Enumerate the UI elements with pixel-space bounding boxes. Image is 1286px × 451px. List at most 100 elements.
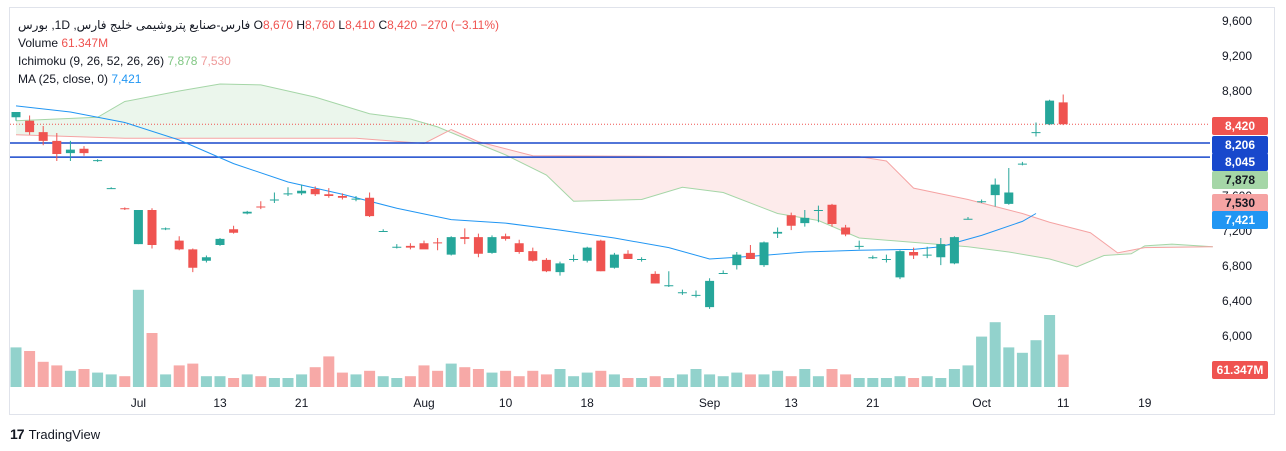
candle-body-44 (609, 254, 619, 268)
close-value: 8,420 (387, 18, 418, 32)
volume-bar-20 (282, 378, 294, 387)
time-tick-label: 13 (213, 396, 227, 410)
candle-body-37 (514, 243, 524, 252)
volume-bar-11 (160, 374, 172, 387)
candle-body-29 (405, 245, 415, 248)
volume-bar-51 (704, 374, 716, 387)
volume-bar-15 (214, 376, 226, 387)
candle-body-17 (242, 211, 252, 214)
volume-bar-48 (663, 378, 675, 387)
candle-body-46 (637, 259, 647, 260)
time-tick-label: 19 (1138, 396, 1152, 410)
candle-body-1 (25, 120, 35, 133)
candle-body-26 (365, 197, 375, 217)
volume-bar-33 (459, 367, 471, 387)
candle-body-48 (664, 285, 674, 287)
volume-bar-39 (540, 374, 552, 387)
ichimoku-value-1: 7,878 (167, 54, 198, 68)
candle-body-47 (650, 273, 660, 284)
candle-body-56 (773, 231, 783, 234)
candle-body-63 (868, 257, 878, 259)
volume-bar-75 (1030, 340, 1042, 387)
volume-bar-62 (853, 378, 865, 387)
price-tick-label: 6,000 (1222, 329, 1253, 343)
volume-bar-24 (336, 372, 348, 387)
volume-bar-31 (432, 370, 444, 387)
volume-bar-27 (377, 376, 389, 387)
symbol-title[interactable]: فارس-صنایع پتروشیمی خلیج فارس, 1D, بورس (18, 18, 251, 32)
low-label: L (338, 18, 346, 32)
last-price-badge: 8,420 (1212, 117, 1268, 135)
candle-body-58 (800, 217, 810, 224)
ichimoku-cloud-1 (451, 129, 1138, 267)
volume-label: Volume (18, 36, 59, 50)
ma-badge: 7,421 (1212, 211, 1268, 229)
time-tick-label: 18 (580, 396, 594, 410)
volume-bar-16 (228, 378, 240, 387)
tradingview-brand[interactable]: 17 TradingView (10, 426, 100, 442)
candle-body-20 (283, 193, 293, 195)
volume-bar-67 (921, 376, 933, 387)
time-tick-label: Aug (413, 396, 435, 410)
close-label: C (378, 18, 388, 32)
candle-body-23 (324, 194, 334, 196)
volume-bar-66 (908, 378, 920, 387)
time-tick-label: 11 (1056, 396, 1070, 410)
legend-volume-row[interactable]: Volume 61.347M (18, 34, 499, 52)
legend-ma-row[interactable]: MA (25, close, 0) 7,421 (18, 70, 499, 88)
time-tick-label: 13 (784, 396, 798, 410)
candle-body-36 (501, 236, 511, 239)
candle-body-7 (106, 188, 116, 190)
volume-bar-49 (676, 374, 688, 387)
candle-body-0 (11, 112, 21, 118)
candle-body-3 (52, 140, 62, 154)
volume-bar-56 (772, 370, 784, 387)
time-tick-label: Oct (972, 396, 991, 410)
time-tick-label: 10 (498, 396, 513, 410)
candle-body-24 (337, 196, 347, 198)
candle-body-54 (745, 252, 755, 259)
volume-bar-64 (880, 378, 892, 387)
volume-bar-70 (962, 365, 974, 387)
candle-body-31 (433, 242, 443, 244)
legend-ichimoku-row[interactable]: Ichimoku (9, 26, 52, 26, 26) 7,878 7,530 (18, 52, 499, 70)
volume-bar-65 (894, 376, 906, 387)
volume-bar-38 (527, 370, 539, 387)
volume-bar-6 (92, 372, 104, 387)
volume-bar-12 (173, 365, 185, 387)
candle-body-53 (732, 254, 742, 266)
volume-bar-14 (200, 376, 212, 387)
price-tick-label: 6,400 (1222, 294, 1253, 308)
time-tick-label: 21 (294, 396, 309, 410)
candle-body-10 (147, 210, 157, 245)
candle-body-21 (297, 190, 307, 194)
volume-bar-47 (649, 376, 661, 387)
volume-bar-68 (935, 378, 947, 387)
volume-bar-36 (500, 370, 512, 387)
volume-bar-42 (581, 372, 593, 387)
candle-body-66 (909, 252, 919, 256)
volume-bar-0 (10, 347, 22, 387)
volume-bar-25 (350, 374, 362, 387)
candle-body-6 (93, 160, 103, 162)
candle-body-60 (827, 204, 837, 224)
ichimoku-value-2: 7,530 (200, 54, 231, 68)
legend-symbol-row[interactable]: فارس-صنایع پتروشیمی خلیج فارس, 1D, بورس … (18, 16, 499, 34)
volume-bar-7 (105, 374, 117, 387)
brand-label: TradingView (28, 426, 101, 442)
price-tick-label: 8,800 (1222, 84, 1253, 98)
candle-body-33 (460, 237, 470, 239)
candle-body-71 (977, 201, 987, 203)
volume-bar-55 (758, 374, 770, 387)
candle-body-27 (378, 231, 388, 232)
candle-body-67 (922, 254, 932, 256)
candle-body-52 (718, 273, 728, 274)
candle-body-61 (841, 227, 851, 235)
volume-bar-58 (799, 369, 811, 387)
candle-body-49 (677, 292, 687, 294)
time-tick-label: 21 (866, 396, 880, 410)
volume-bar-8 (119, 376, 131, 387)
volume-bar-4 (64, 370, 76, 387)
candle-body-51 (705, 280, 715, 308)
